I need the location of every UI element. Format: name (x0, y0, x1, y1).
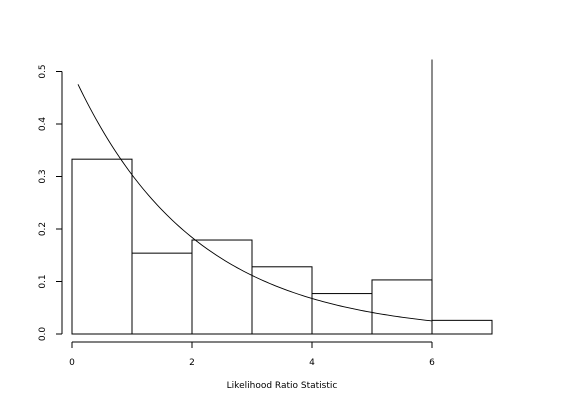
x-axis-label: Likelihood Ratio Statistic (227, 381, 338, 391)
histogram-bar-3 (191, 239, 253, 335)
histogram-bars (71, 158, 493, 335)
y-tick-label: 0.0 (38, 327, 48, 342)
y-tick-label: 0.1 (38, 274, 48, 288)
x-axis: 0 2 4 6 (69, 341, 435, 368)
x-tick-label: 6 (429, 358, 435, 368)
y-tick-label: 0.3 (38, 169, 48, 183)
x-tick-label: 0 (69, 358, 75, 368)
histogram-bar-7 (431, 319, 493, 335)
histogram-bar-5 (311, 293, 373, 335)
histogram-bar-1 (71, 158, 133, 335)
histogram-bar-2 (131, 252, 193, 335)
y-axis: 0.0 0.1 0.2 0.3 0.4 0.5 (38, 64, 63, 342)
y-tick-label: 0.2 (38, 222, 48, 236)
x-tick-label: 4 (309, 358, 315, 368)
histogram-bar-4 (251, 266, 313, 335)
y-tick-label: 0.4 (38, 117, 48, 132)
density-curve (77, 84, 433, 322)
histogram-bar-6 (371, 279, 433, 335)
x-tick-label: 2 (189, 358, 195, 368)
y-tick-label: 0.5 (38, 64, 48, 78)
